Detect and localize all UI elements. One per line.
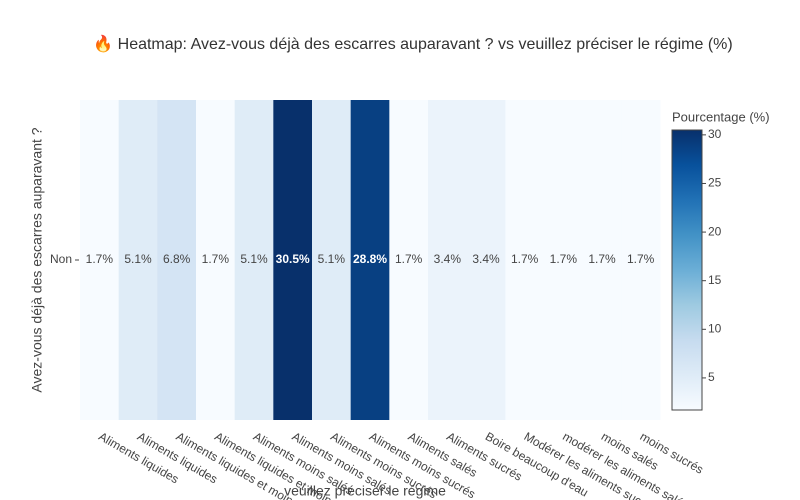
- heatmap-cell: [118, 100, 158, 420]
- heatmap-cell: [80, 100, 120, 420]
- heatmap-cell: [350, 100, 390, 420]
- heatmap-cell: [312, 100, 352, 420]
- heatmap-cell: [466, 100, 506, 420]
- y-tick-label: Non: [50, 252, 72, 266]
- colorbar-title: Pourcentage (%): [672, 109, 770, 124]
- value-label: 5.1%: [240, 252, 268, 266]
- heatmap-cell: [234, 100, 274, 420]
- colorbar-tick-label: 10: [708, 321, 722, 335]
- value-label: 28.8%: [353, 252, 387, 266]
- chart-title: 🔥 Heatmap: Avez-vous déjà des escarres a…: [93, 34, 732, 53]
- value-label: 1.7%: [588, 252, 616, 266]
- value-label: 1.7%: [202, 252, 230, 266]
- colorbar-tick-label: 25: [708, 176, 722, 190]
- colorbar-tick-label: 15: [708, 273, 722, 287]
- value-label: 1.7%: [511, 252, 539, 266]
- heatmap-cell: [621, 100, 661, 420]
- value-label: 6.8%: [163, 252, 191, 266]
- heatmap-cell: [273, 100, 313, 420]
- colorbar: [671, 129, 703, 411]
- value-label: 1.7%: [627, 252, 655, 266]
- value-label: 3.4%: [434, 252, 462, 266]
- value-label: 1.7%: [550, 252, 578, 266]
- value-label: 3.4%: [472, 252, 500, 266]
- x-axis-title: veuillez préciser le régime: [284, 483, 446, 499]
- value-label: 5.1%: [318, 252, 346, 266]
- value-label: 5.1%: [124, 252, 152, 266]
- value-label: 1.7%: [395, 252, 423, 266]
- colorbar-tick-label: 20: [708, 224, 722, 238]
- heatmap-cell: [582, 100, 622, 420]
- y-axis-title: Avez-vous déjà des escarres auparavant ?: [29, 127, 45, 392]
- value-label: 1.7%: [86, 252, 114, 266]
- heatmap-cell: [196, 100, 236, 420]
- heatmap-cell: [389, 100, 429, 420]
- heatmap-cell: [428, 100, 468, 420]
- colorbar-tick-label: 5: [708, 370, 715, 384]
- heatmap-cell: [157, 100, 197, 420]
- heatmap-cell: [544, 100, 584, 420]
- value-label: 30.5%: [276, 252, 310, 266]
- colorbar-tick-label: 30: [708, 127, 722, 141]
- heatmap-cell: [505, 100, 545, 420]
